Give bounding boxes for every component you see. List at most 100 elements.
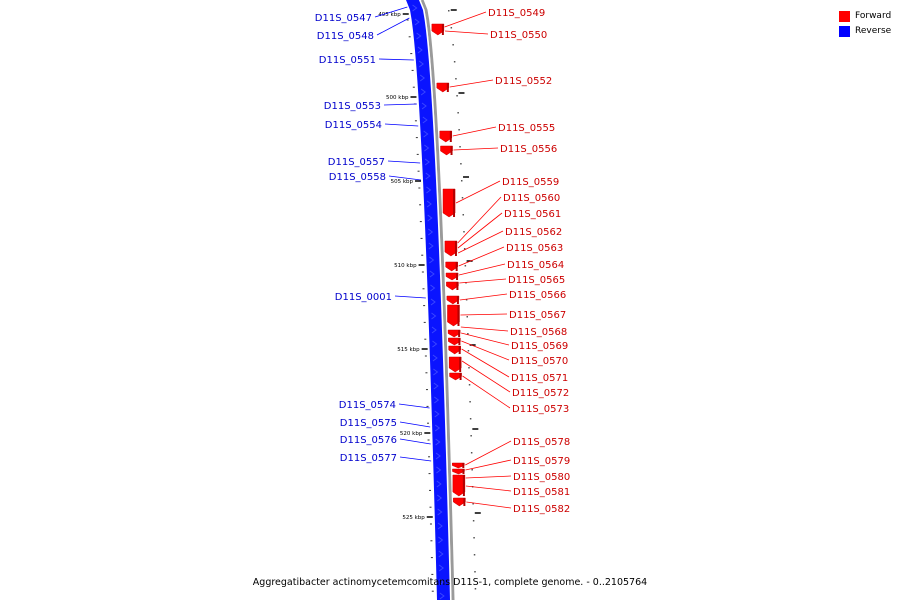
forward-gene-shade [454,241,457,256]
forward-gene-block[interactable] [445,272,459,281]
forward-gene-block[interactable] [445,261,458,272]
reverse-gene-label[interactable]: D11S_0557 [328,157,385,168]
forward-gene-shade [453,189,456,217]
strand-chevron [421,102,427,110]
forward-gene-label[interactable]: D11S_0555 [498,123,555,134]
forward-gene-label[interactable]: D11S_0570 [511,356,568,367]
forward-gene-block[interactable] [436,82,450,93]
forward-gene-label[interactable]: D11S_0565 [508,275,565,286]
reverse-gene-label[interactable]: D11S_0001 [335,292,392,303]
reverse-strand-band [406,0,450,600]
strand-chevron [431,326,437,334]
forward-gene-label[interactable]: D11S_0582 [513,504,570,515]
forward-gene-label[interactable]: D11S_0550 [490,30,547,41]
reverse-gene-label[interactable]: D11S_0558 [329,172,386,183]
strand-chevron [426,186,432,194]
forward-gene-block[interactable] [444,240,458,257]
strand-chevron [424,158,430,166]
tick-label: 500 kbp [386,95,409,101]
reverse-gene-label[interactable]: D11S_0548 [317,31,374,42]
forward-gene-label[interactable]: D11S_0552 [495,76,552,87]
minor-tick-mark [467,333,469,335]
forward-gene-block[interactable] [452,462,465,469]
forward-gene-label[interactable]: D11S_0572 [512,388,569,399]
forward-gene-label[interactable]: D11S_0571 [511,373,568,384]
minor-tick-mark [464,265,467,267]
forward-leader [465,475,512,479]
forward-gene-label[interactable]: D11S_0568 [510,327,567,338]
forward-gene-label[interactable]: D11S_0563 [506,243,563,254]
forward-gene-block[interactable] [448,337,461,346]
strand-chevron [422,116,428,124]
forward-leader [466,501,512,509]
minor-tick-mark [452,44,454,46]
backbone-line [420,0,455,600]
legend-reverse: Reverse [839,25,891,37]
forward-gene-shade [458,346,461,354]
strand-chevron [438,550,444,558]
forward-leader [457,212,503,249]
strand-chevron [437,522,443,530]
forward-gene-block[interactable] [439,130,453,143]
forward-gene-label[interactable]: D11S_0581 [513,487,570,498]
legend-forward: Forward [839,10,891,22]
forward-gene-shade [458,338,461,345]
reverse-gene-label[interactable]: D11S_0547 [315,13,372,24]
reverse-gene-label[interactable]: D11S_0577 [340,453,397,464]
minor-tick-mark [474,588,477,590]
reverse-leader [374,6,408,18]
minor-tick-mark [470,452,473,454]
reverse-gene-label[interactable]: D11S_0574 [339,400,396,411]
reverse-legend-label: Reverse [855,26,892,36]
forward-gene-block[interactable] [446,295,460,305]
forward-gene-label[interactable]: D11S_0573 [512,404,569,415]
strand-chevron [423,130,429,138]
forward-gene-label[interactable]: D11S_0560 [503,193,560,204]
forward-gene-label[interactable]: D11S_0579 [513,456,570,467]
forward-gene-label[interactable]: D11S_0562 [505,227,562,238]
minor-tick-mark [462,214,465,216]
forward-leader [465,440,512,466]
forward-gene-label[interactable]: D11S_0559 [502,177,559,188]
minor-tick-mark [456,95,458,97]
strand-chevron [436,494,443,502]
reverse-leader [383,103,417,106]
forward-gene-label[interactable]: D11S_0566 [509,290,566,301]
forward-gene-label[interactable]: D11S_0569 [511,341,568,352]
reverse-gene-label[interactable]: D11S_0551 [319,55,376,66]
reverse-leader [399,438,431,445]
reverse-gene-label[interactable]: D11S_0575 [340,418,397,429]
minor-tick-mark [472,520,475,522]
reverse-leader [398,403,430,409]
forward-gene-label[interactable]: D11S_0564 [507,260,564,271]
forward-gene-label[interactable]: D11S_0549 [488,8,545,19]
reverse-gene-label[interactable]: D11S_0576 [340,435,397,446]
reverse-gene-label[interactable]: D11S_0553 [324,101,381,112]
forward-gene-label[interactable]: D11S_0561 [504,209,561,220]
forward-gene-block[interactable] [447,304,460,327]
forward-gene-label[interactable]: D11S_0567 [509,310,566,321]
strand-chevron [425,172,431,180]
forward-gene-shade [463,498,466,506]
backbone-highlight [419,0,452,600]
strand-chevron [438,564,444,572]
reverse-gene-label[interactable]: D11S_0554 [325,120,382,131]
forward-gene-label[interactable]: D11S_0580 [513,472,570,483]
minor-tick-mark [466,316,468,318]
reverse-leader [378,58,414,61]
forward-gene-label[interactable]: D11S_0578 [513,437,570,448]
forward-gene-label[interactable]: D11S_0556 [500,144,557,155]
forward-gene-shade [455,262,458,271]
forward-gene-block[interactable] [448,356,462,373]
minor-tick-mark [471,469,473,471]
forward-leader [465,485,512,492]
strand-chevron [435,452,441,460]
reverse-leader [387,160,421,164]
genome-backbone [406,0,455,600]
forward-leader [457,230,504,254]
minor-tick-mark [460,163,462,165]
strand-chevron [427,228,434,236]
minor-tick-mark [453,61,456,63]
strand-chevron [439,592,445,600]
